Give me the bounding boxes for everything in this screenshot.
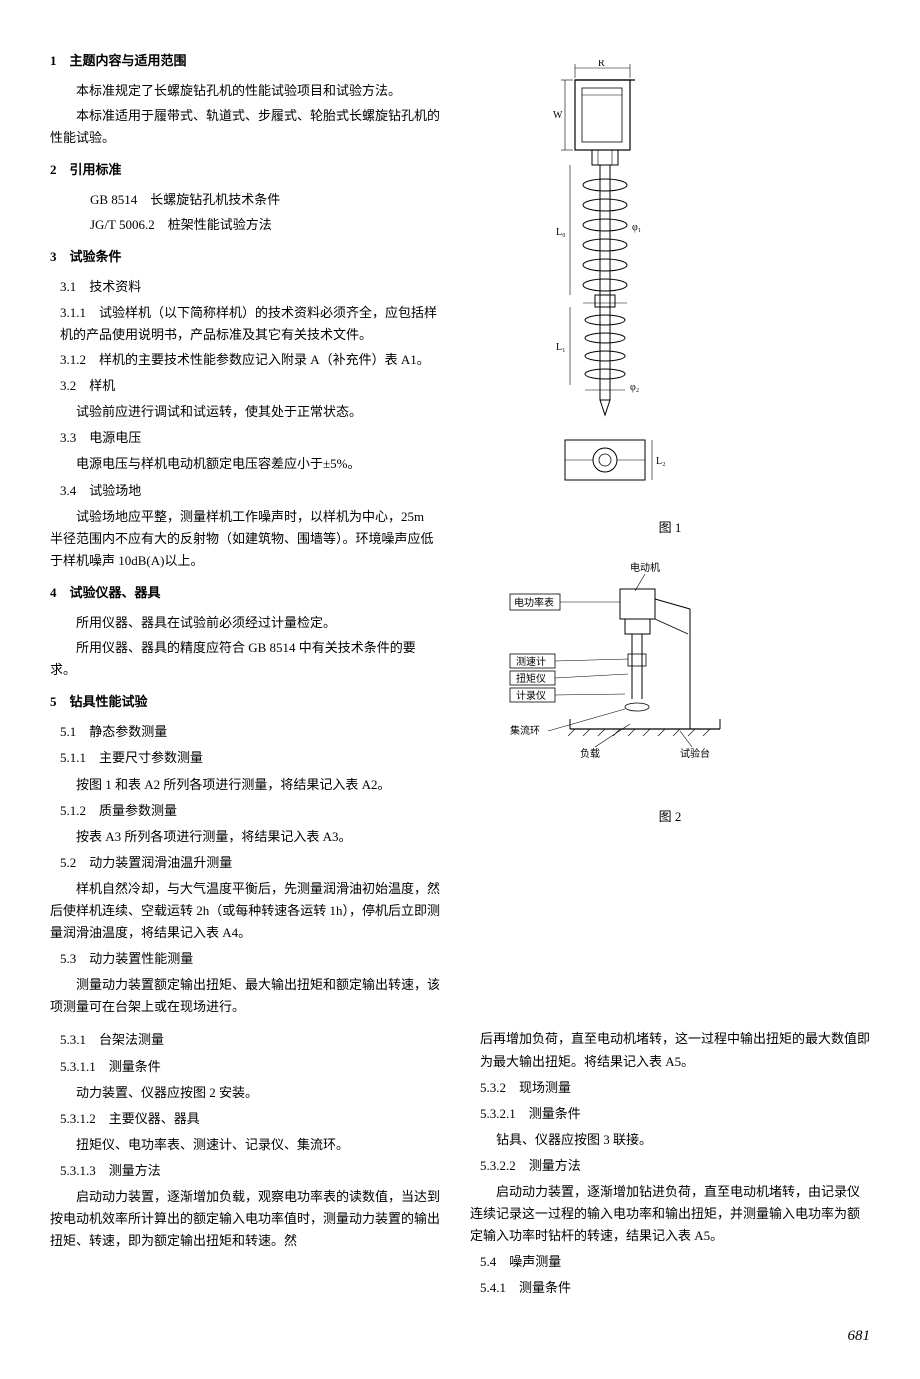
dim-label: W xyxy=(553,110,563,121)
paragraph: 钻具、仪器应按图 3 联接。 xyxy=(470,1129,870,1151)
reference-line: JG/T 5006.2 桩架性能试验方法 xyxy=(90,214,440,236)
subsubsection: 5.3.1 台架法测量 xyxy=(60,1029,440,1051)
fig2-label-tach: 测速计 xyxy=(516,655,546,668)
subsection: 5.4 噪声测量 xyxy=(480,1251,870,1273)
paragraph: 测量动力装置额定输出扭矩、最大输出扭矩和额定输出转速，该项测量可在台架上或在现场… xyxy=(50,974,440,1018)
reference-line: GB 8514 长螺旋钻孔机技术条件 xyxy=(90,189,440,211)
fig2-label-recorder: 计录仪 xyxy=(516,689,546,702)
subsubsection: 5.4.1 测量条件 xyxy=(480,1277,870,1299)
subsubsection: 5.1.1 主要尺寸参数测量 xyxy=(60,747,440,769)
section-3-heading: 3 试验条件 xyxy=(50,246,440,268)
section-title: 钻具性能试验 xyxy=(70,694,148,709)
paragraph: 后再增加负荷，直至电动机堵转，这一过程中输出扭矩的最大数值即为最大输出扭矩。将结… xyxy=(480,1028,870,1072)
dim-label: R xyxy=(598,60,605,69)
subsection: 3.4 试验场地 xyxy=(60,480,440,502)
section-title: 引用标准 xyxy=(70,162,122,177)
subsection: 5.2 动力装置润滑油温升测量 xyxy=(60,852,440,874)
section-title: 试验仪器、器具 xyxy=(70,585,161,600)
paragraph: 启动动力装置，逐渐增加钻进负荷，直至电动机堵转，由记录仪连续记录这一过程的输入电… xyxy=(470,1181,870,1247)
section-title: 主题内容与适用范围 xyxy=(70,53,187,68)
dim-label: L₂ xyxy=(656,456,666,467)
subsection: 3.1 技术资料 xyxy=(60,276,440,298)
fig2-label-motor: 电动机 xyxy=(630,561,660,574)
page-number: 681 xyxy=(50,1324,870,1350)
section-num: 4 xyxy=(50,585,57,600)
figure-2: 电动机 电功率表 测速计 xyxy=(470,559,870,796)
figure-2-caption: 图 2 xyxy=(470,806,870,828)
subsubsection: 5.1.2 质量参数测量 xyxy=(60,800,440,822)
paragraph: 3.1.2 样机的主要技术性能参数应记入附录 A（补充件）表 A1。 xyxy=(60,349,440,371)
paragraph: 电源电压与样机电动机额定电压容差应小于±5%。 xyxy=(50,453,440,475)
section-4-heading: 4 试验仪器、器具 xyxy=(50,582,440,604)
paragraph: 3.1.1 试验样机（以下简称样机）的技术资料必须齐全，应包括样机的产品使用说明… xyxy=(60,302,440,346)
paragraph: 所用仪器、器具在试验前必须经过计量检定。 xyxy=(50,612,440,634)
paragraph: 启动动力装置，逐渐增加负载，观察电功率表的读数值，当达到按电动机效率所计算出的额… xyxy=(50,1186,440,1252)
fig2-label-load: 负载 xyxy=(580,747,600,760)
paragraph: 本标准规定了长螺旋钻孔机的性能试验项目和试验方法。 xyxy=(50,80,440,102)
fig2-label-bench: 试验台 xyxy=(680,747,710,760)
dim-label: L₁ xyxy=(556,342,566,353)
section-2-heading: 2 引用标准 xyxy=(50,159,440,181)
paragraph: 试验前应进行调试和试运转，使其处于正常状态。 xyxy=(50,401,440,423)
section-num: 2 xyxy=(50,162,57,177)
subsubsection: 5.3.1.2 主要仪器、器具 xyxy=(60,1108,440,1130)
paragraph: 所用仪器、器具的精度应符合 GB 8514 中有关技术条件的要求。 xyxy=(50,637,440,681)
dim-label: φ₁ xyxy=(632,222,641,233)
paragraph: 本标准适用于履带式、轨道式、步履式、轮胎式长螺旋钻孔机的性能试验。 xyxy=(50,105,440,149)
section-1-heading: 1 主题内容与适用范围 xyxy=(50,50,440,72)
subsubsection: 5.3.2.1 测量条件 xyxy=(480,1103,870,1125)
subsection: 5.3 动力装置性能测量 xyxy=(60,948,440,970)
section-5-heading: 5 钻具性能试验 xyxy=(50,691,440,713)
section-num: 5 xyxy=(50,694,57,709)
subsection: 3.2 样机 xyxy=(60,375,440,397)
dim-label: φ₂ xyxy=(630,382,639,393)
subsection: 3.3 电源电压 xyxy=(60,427,440,449)
subsubsection: 5.3.2.2 测量方法 xyxy=(480,1155,870,1177)
fig2-label-power: 电功率表 xyxy=(514,596,554,609)
figure-1: R W xyxy=(470,60,870,507)
paragraph: 按图 1 和表 A2 所列各项进行测量，将结果记入表 A2。 xyxy=(50,774,440,796)
fig2-label-slipring: 集流环 xyxy=(510,724,540,737)
paragraph: 扭矩仪、电功率表、测速计、记录仪、集流环。 xyxy=(50,1134,440,1156)
paragraph: 样机自然冷却，与大气温度平衡后，先测量润滑油初始温度，然后使样机连续、空载运转 … xyxy=(50,878,440,944)
subsection: 5.1 静态参数测量 xyxy=(60,721,440,743)
section-num: 3 xyxy=(50,249,57,264)
section-title: 试验条件 xyxy=(70,249,122,264)
dim-label: L₀ xyxy=(556,227,566,238)
paragraph: 动力装置、仪器应按图 2 安装。 xyxy=(50,1082,440,1104)
figure-1-caption: 图 1 xyxy=(470,517,870,539)
fig2-label-torque: 扭矩仪 xyxy=(516,672,546,685)
paragraph: 试验场地应平整，测量样机工作噪声时，以样机为中心，25m 半径范围内不应有大的反… xyxy=(50,506,440,572)
paragraph: 按表 A3 所列各项进行测量，将结果记入表 A3。 xyxy=(50,826,440,848)
subsubsection: 5.3.1.3 测量方法 xyxy=(60,1160,440,1182)
section-num: 1 xyxy=(50,53,57,68)
subsubsection: 5.3.1.1 测量条件 xyxy=(60,1056,440,1078)
subsubsection: 5.3.2 现场测量 xyxy=(480,1077,870,1099)
